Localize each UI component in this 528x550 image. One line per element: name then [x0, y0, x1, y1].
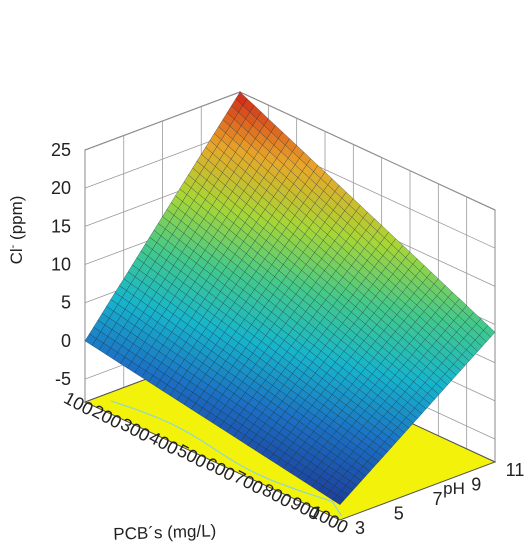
- y-axis-title: pH: [443, 479, 465, 498]
- surface-cell: [332, 495, 345, 505]
- tick-labels: -505101520251002003004005006007008009001…: [51, 140, 524, 538]
- z-axis-title: Cl- (ppm): [7, 196, 26, 265]
- y-tick-label: 7: [432, 489, 442, 509]
- z-axis-title-unit: (ppm): [7, 196, 26, 245]
- z-tick-label: 20: [51, 178, 71, 198]
- z-tick-label: -5: [55, 369, 71, 389]
- z-tick-label: 10: [51, 255, 71, 275]
- wall-grid-line: [239, 91, 496, 211]
- z-tick-label: 15: [51, 216, 71, 236]
- floor-contour: [110, 400, 343, 517]
- z-axis-title-base: Cl: [7, 248, 26, 264]
- z-tick-label: 5: [61, 293, 71, 313]
- y-tick-label: 5: [394, 504, 404, 524]
- z-axis-title-sup: -: [7, 244, 19, 248]
- response-surface: [84, 91, 496, 505]
- y-tick-label: 9: [471, 475, 481, 495]
- z-tick-label: 0: [61, 331, 71, 351]
- x-axis-title: PCB´s (mg/L): [113, 521, 217, 544]
- z-tick-label: 25: [51, 140, 71, 160]
- y-tick-label: 11: [506, 460, 525, 480]
- y-tick-label: 3: [355, 518, 365, 538]
